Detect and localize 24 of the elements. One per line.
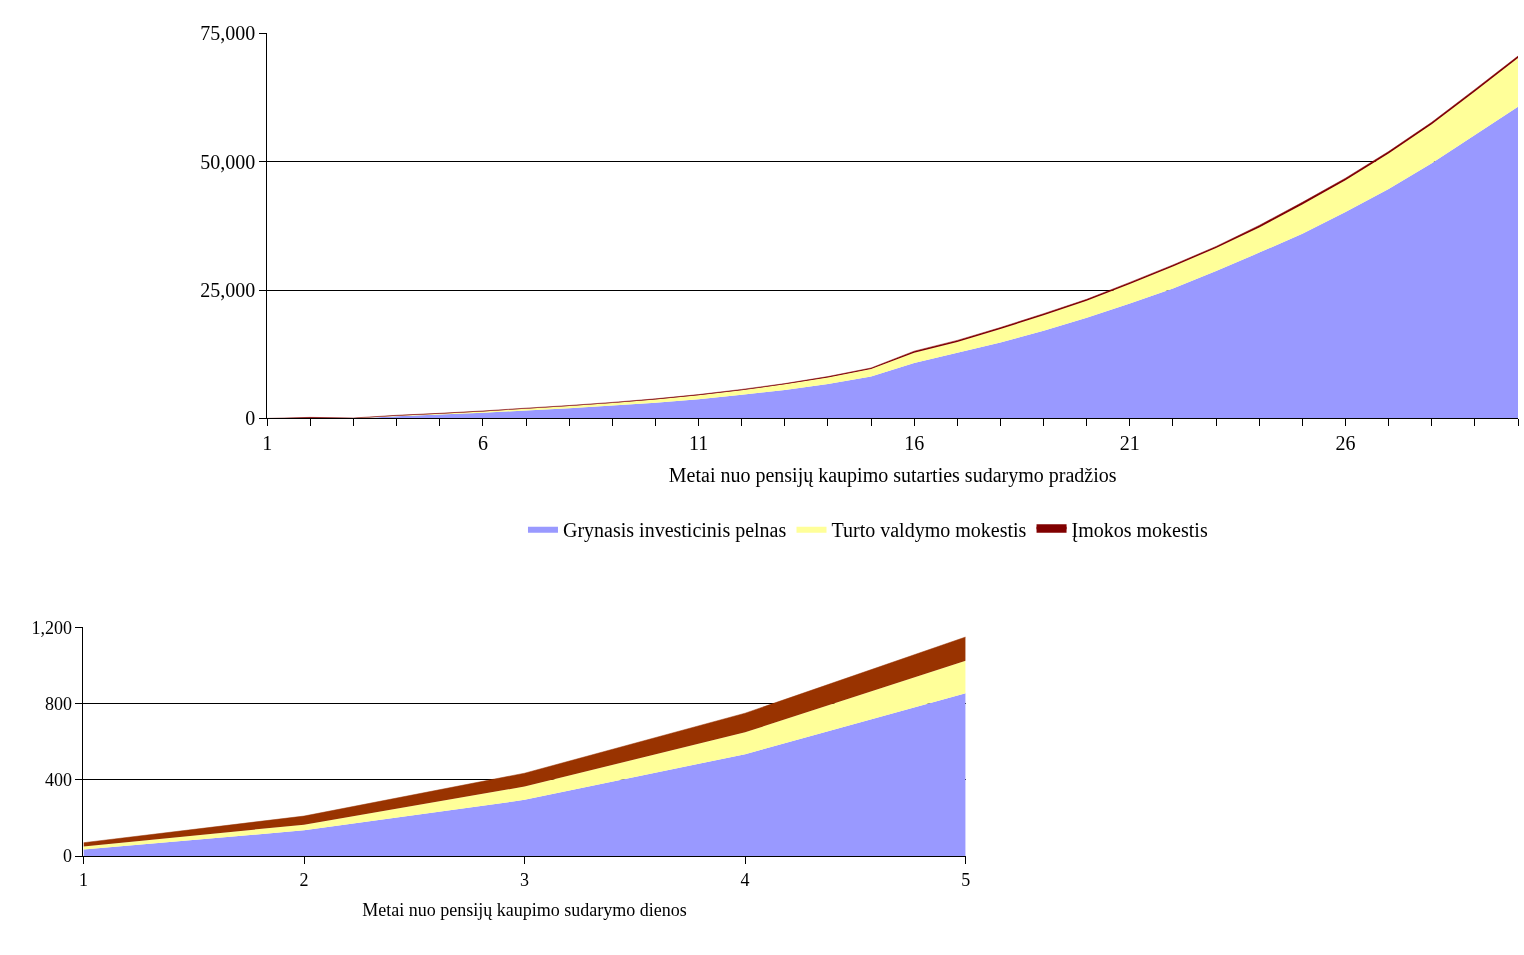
y-tick-label: 400 [44,770,72,791]
legend-label: Grynasis investicinis pelnas [562,518,787,542]
x-axis-title: Metai nuo pensijų kaupimo sutarties sudarymo pradžios [668,463,1117,487]
legend-label: Įmokos mokestis [1071,518,1208,542]
y-tick-label: 25,000 [200,279,256,302]
x-tick-label: 4 [740,869,750,890]
y-tick-label: 0 [62,846,72,867]
x-tick-label: 5 [961,869,971,890]
x-tick-label: 2 [299,869,309,890]
x-axis-title: Metai nuo pensijų kaupimo sudarymo dienos [362,899,687,920]
x-tick-label: 21 [1119,432,1140,455]
x-tick-label: 11 [688,432,709,455]
x-tick-label: 1 [78,869,88,890]
x-tick-label: 6 [477,432,488,455]
y-tick-label: 0 [245,407,256,430]
x-tick-label: 3 [520,869,530,890]
y-tick-label: 1,200 [31,617,72,638]
x-tick-label: 1 [262,432,273,455]
x-tick-label: 16 [904,432,925,455]
y-tick-label: 75,000 [200,22,256,45]
x-tick-label: 26 [1335,432,1356,455]
y-tick-label: 800 [44,693,72,714]
legend-label: Turto valdymo mokestis [831,518,1027,542]
y-tick-label: 50,000 [200,150,256,173]
